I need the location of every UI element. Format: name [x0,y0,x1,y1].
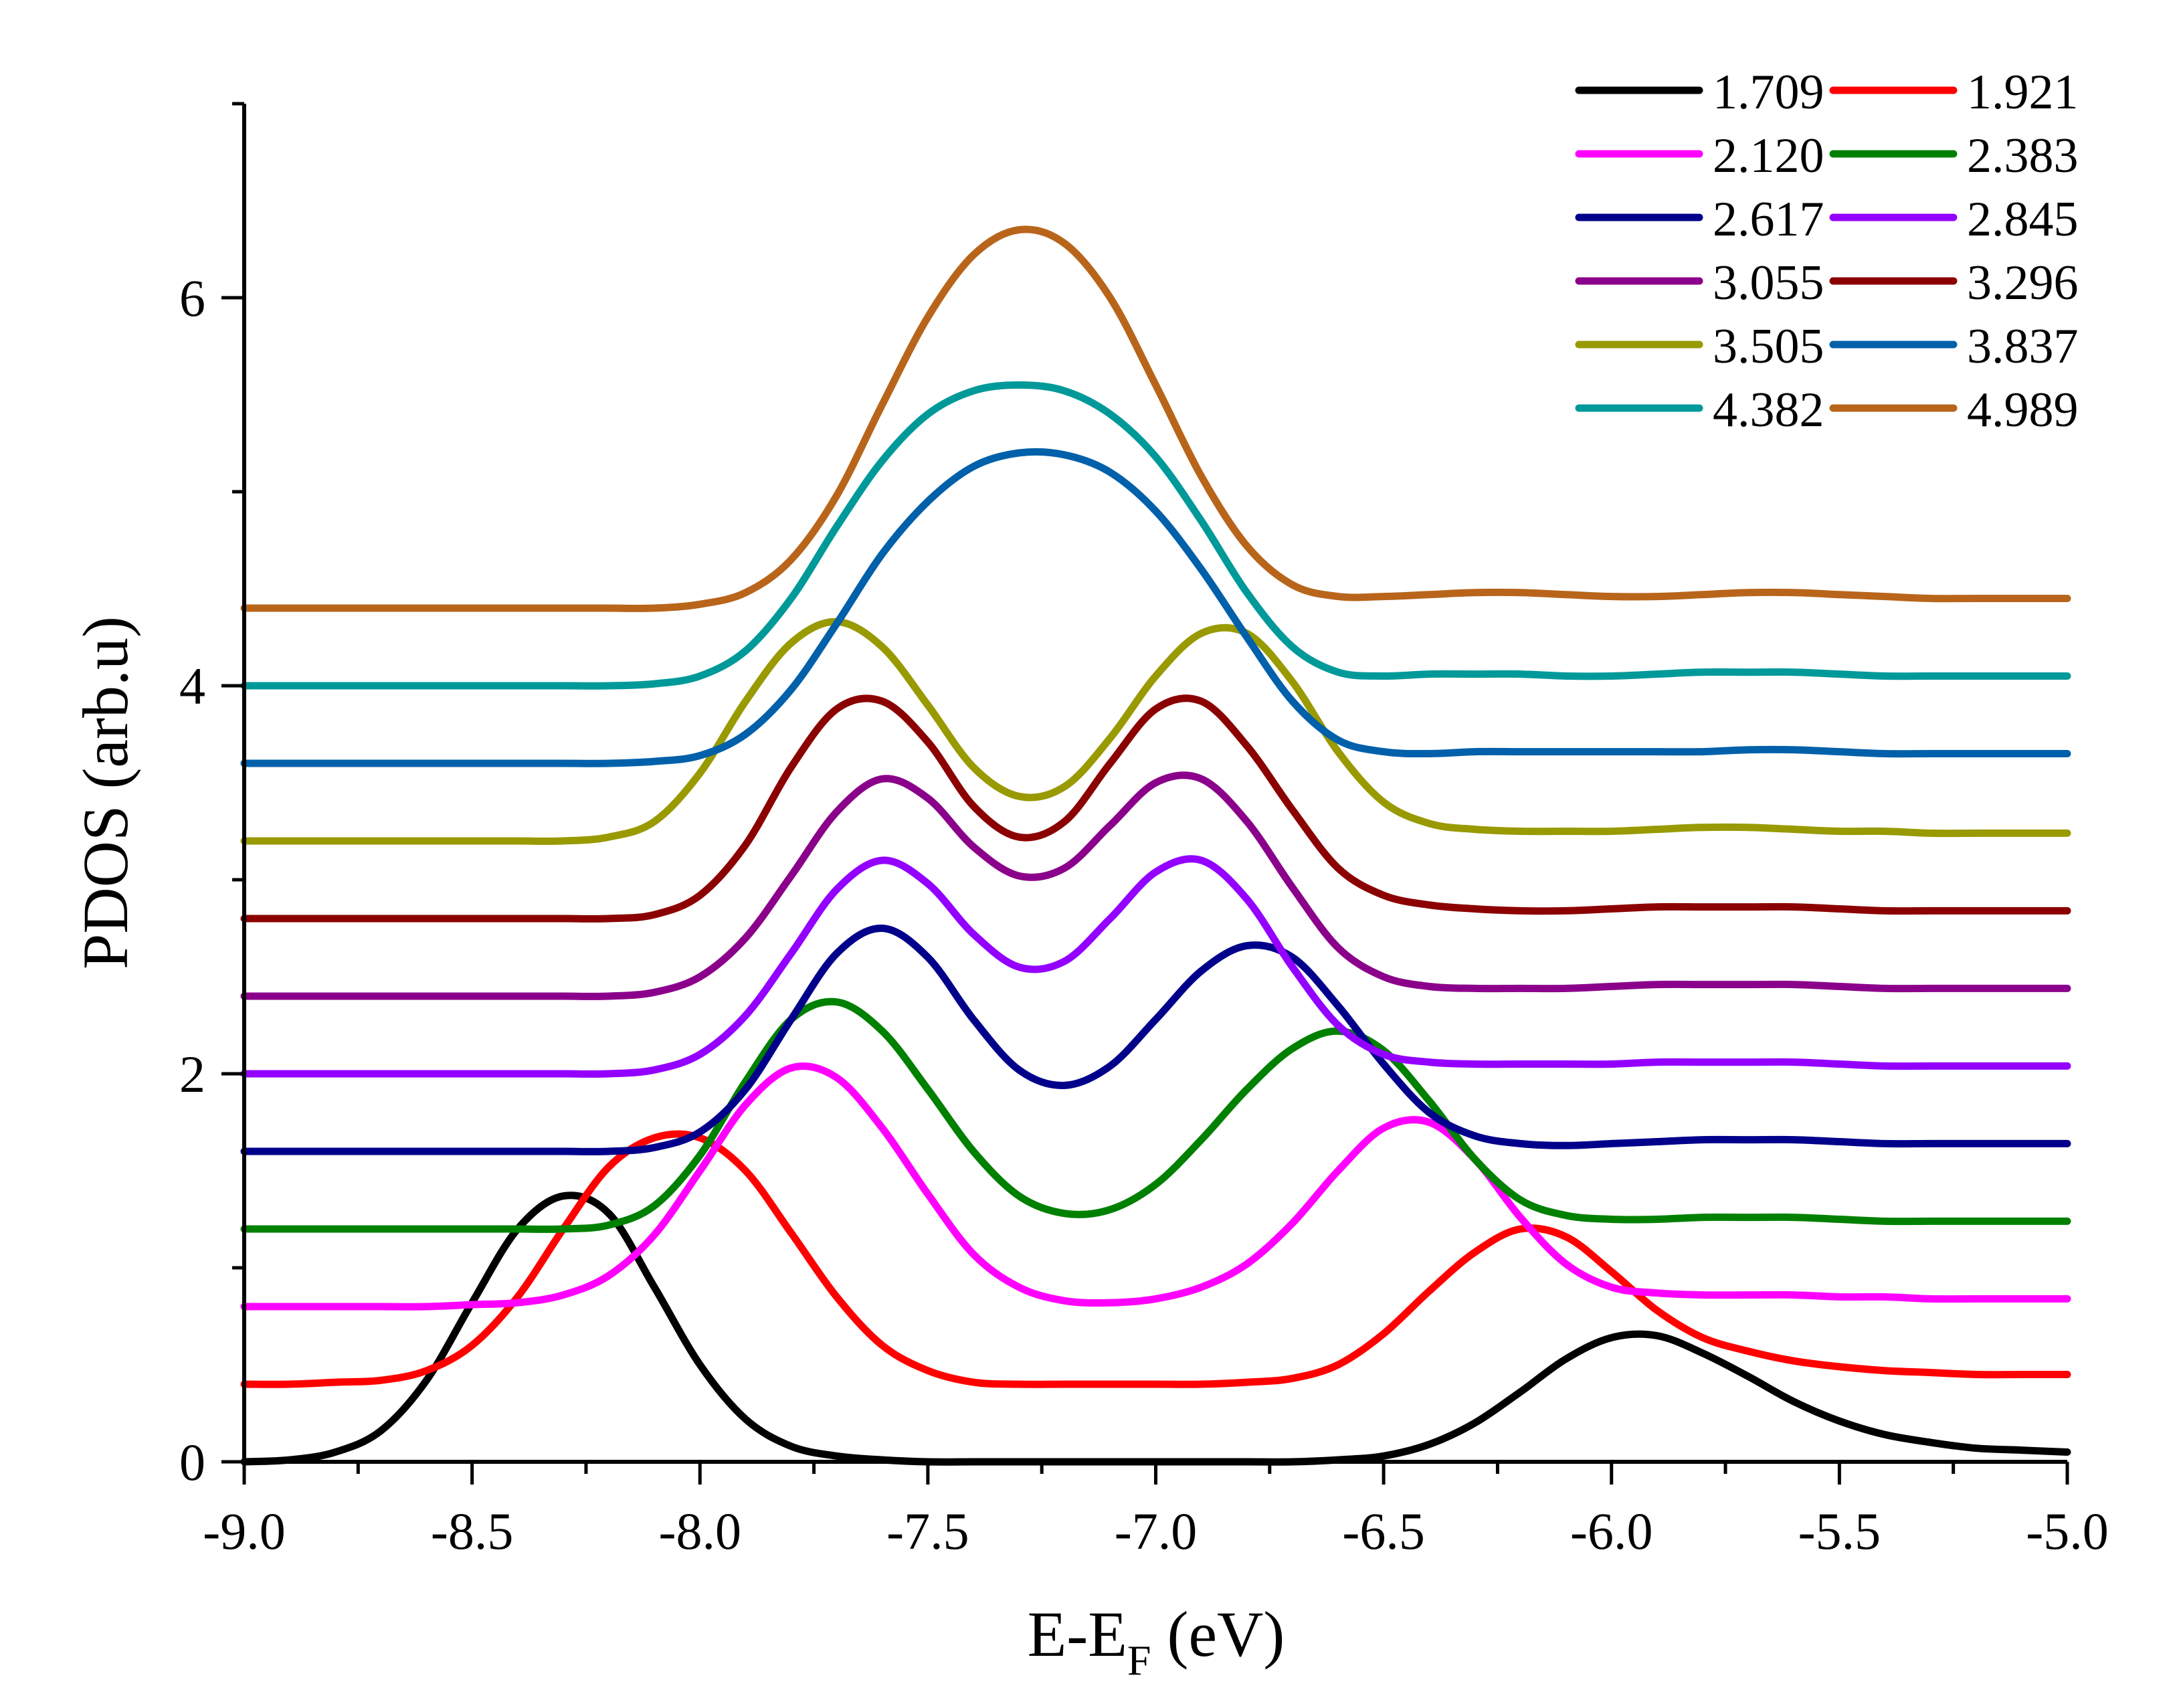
legend-label: 4.989 [1967,383,2079,438]
legend-item-3.505: 3.505 [1575,319,1824,374]
legend-item-1.709: 1.709 [1575,65,1824,120]
legend-item-3.296: 3.296 [1829,256,2079,310]
series-line-2.120 [240,1062,2071,1311]
x-tick-label: -9.0 [203,1502,285,1560]
legend-label: 3.296 [1967,256,2079,310]
legend-item-1.921: 1.921 [1829,65,2079,120]
legend-item-3.837: 3.837 [1829,319,2079,374]
legend-label: 3.055 [1713,256,1824,310]
legend: 1.709 1.921 2.120 2.383 2.617 2.845 3.055 3.296… [1575,65,2079,438]
legend-label: 3.505 [1713,319,1824,374]
legend-item-2.845: 2.845 [1829,192,2079,247]
legend-item-2.383: 2.383 [1829,128,2079,183]
series-line-2.845 [240,855,2071,1078]
series-line-3.055 [240,771,2071,1000]
y-tick-label: 4 [179,657,205,715]
x-axis-label-subscript: F [1127,1636,1151,1684]
x-tick-label: -7.5 [886,1502,969,1560]
series-line-4.989 [240,225,2071,612]
y-tick-label: 2 [179,1045,205,1103]
legend-item-2.617: 2.617 [1575,192,1824,247]
x-axis-label-main: E-E [1028,1598,1127,1670]
legend-item-4.989: 4.989 [1829,383,2079,438]
x-axis-label: E-EF (eV) [1028,1598,1285,1684]
x-tick-label: -6.0 [1570,1502,1652,1560]
series-line-2.617 [240,924,2071,1155]
y-axis-label: PDOS (arb.u) [70,616,141,969]
legend-label: 2.383 [1967,128,2079,183]
legend-label: 4.382 [1713,383,1824,438]
x-tick-label: -5.0 [2026,1502,2108,1560]
y-tick-label: 6 [179,269,205,327]
legend-item-2.120: 2.120 [1575,128,1824,183]
legend-label: 1.709 [1713,65,1824,120]
series-line-3.296 [240,694,2071,923]
y-axis-ticks: 0 2 4 6 [179,102,244,1491]
x-tick-label: -8.0 [659,1502,741,1560]
x-axis-ticks: -9.0 -8.5 -8.0 -7.5 -7.0 -6.5 -6.0 -5.5 -5.0 [203,1462,2109,1560]
legend-label: 3.837 [1967,319,2079,374]
series-line-2.383 [240,998,2071,1233]
x-tick-label: -8.5 [431,1502,513,1560]
legend-item-3.055: 3.055 [1575,256,1824,310]
legend-label: 2.120 [1713,128,1824,183]
series-curves [240,225,2071,1466]
series-line-4.382 [240,381,2071,690]
x-tick-label: -7.0 [1115,1502,1197,1560]
series-line-1.921 [240,1130,2071,1388]
x-tick-label: -6.5 [1342,1502,1424,1560]
x-tick-label: -5.5 [1798,1502,1881,1560]
y-tick-label: 0 [179,1433,205,1491]
series-line-3.837 [240,448,2071,767]
series-line-1.709 [240,1192,2071,1466]
series-line-3.505 [240,618,2071,845]
x-axis-label-unit: (eV) [1151,1598,1285,1670]
legend-label: 2.845 [1967,192,2079,247]
legend-label: 2.617 [1713,192,1824,247]
legend-item-4.382: 4.382 [1575,383,1824,438]
legend-label: 1.921 [1967,65,2079,120]
